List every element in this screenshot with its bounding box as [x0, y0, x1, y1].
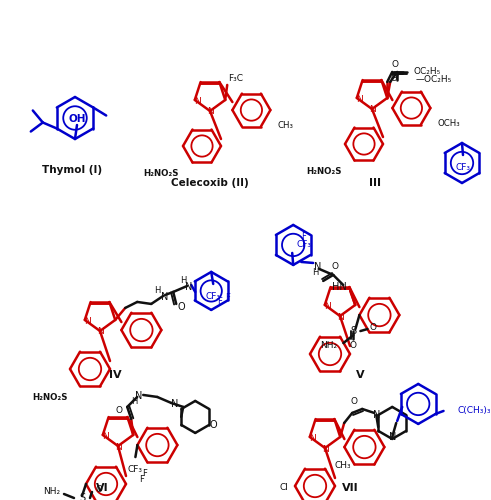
Text: S: S	[79, 493, 85, 500]
Text: N: N	[208, 108, 215, 116]
Text: N: N	[356, 96, 363, 104]
Text: N: N	[314, 262, 321, 272]
Text: IV: IV	[109, 370, 121, 380]
Text: O: O	[392, 60, 399, 70]
Text: O: O	[209, 420, 217, 430]
Text: F: F	[301, 232, 306, 241]
Text: N: N	[84, 318, 91, 326]
Text: III: III	[369, 178, 381, 188]
Text: N: N	[325, 302, 331, 312]
Text: N: N	[185, 282, 192, 292]
Text: O: O	[177, 302, 185, 312]
Text: VII: VII	[342, 483, 358, 493]
Text: O: O	[369, 322, 377, 332]
Text: N: N	[370, 106, 377, 114]
Text: H: H	[312, 268, 318, 278]
Text: N: N	[373, 410, 380, 420]
Text: S: S	[351, 326, 356, 336]
Text: F: F	[142, 468, 147, 477]
Text: Celecoxib (II): Celecoxib (II)	[171, 178, 249, 188]
Text: NH₂: NH₂	[43, 488, 60, 496]
Text: Cl: Cl	[279, 484, 288, 492]
Text: N: N	[309, 434, 316, 444]
Text: F: F	[139, 474, 144, 484]
Text: HN: HN	[332, 282, 347, 292]
Text: VI: VI	[96, 483, 109, 493]
Text: CH₃: CH₃	[334, 461, 351, 470]
Text: F: F	[217, 298, 222, 306]
Text: CF₃: CF₃	[128, 465, 143, 474]
Text: H: H	[154, 286, 161, 296]
Text: F: F	[225, 294, 230, 302]
Text: V: V	[355, 370, 364, 380]
Text: O: O	[332, 262, 339, 272]
Text: Thymol (I): Thymol (I)	[42, 165, 102, 175]
Text: OC₂H₅: OC₂H₅	[413, 68, 440, 76]
Text: N: N	[115, 442, 122, 452]
Text: C(CH₃)₃: C(CH₃)₃	[458, 406, 491, 416]
Text: N: N	[338, 312, 344, 322]
Text: NH₂: NH₂	[320, 340, 337, 349]
Text: CF₃: CF₃	[456, 163, 470, 172]
Text: F₃C: F₃C	[228, 74, 243, 84]
Text: H₂NO₂S: H₂NO₂S	[32, 392, 68, 402]
Text: O: O	[351, 398, 358, 406]
Text: OH: OH	[68, 114, 86, 124]
Text: CH₃: CH₃	[277, 120, 294, 130]
Text: H₂NO₂S: H₂NO₂S	[143, 168, 179, 177]
Text: O: O	[96, 484, 103, 494]
Text: O: O	[392, 72, 399, 80]
Text: H₂NO₂S: H₂NO₂S	[306, 166, 342, 175]
Text: —OC₂H₅: —OC₂H₅	[415, 76, 451, 84]
Text: CF₃: CF₃	[296, 240, 311, 250]
Text: O: O	[116, 406, 123, 416]
Text: N: N	[170, 399, 178, 409]
Text: N: N	[323, 444, 329, 454]
Text: CF₃: CF₃	[206, 292, 221, 301]
Text: N: N	[135, 391, 142, 401]
Text: H: H	[180, 276, 187, 285]
Text: O: O	[391, 74, 398, 84]
Text: N: N	[388, 432, 396, 442]
Text: O: O	[350, 340, 357, 349]
Text: N: N	[103, 432, 109, 442]
Text: N: N	[194, 98, 201, 106]
Text: N: N	[161, 292, 168, 302]
Text: H: H	[131, 398, 137, 406]
Text: N: N	[98, 328, 105, 336]
Text: OCH₃: OCH₃	[437, 118, 460, 128]
